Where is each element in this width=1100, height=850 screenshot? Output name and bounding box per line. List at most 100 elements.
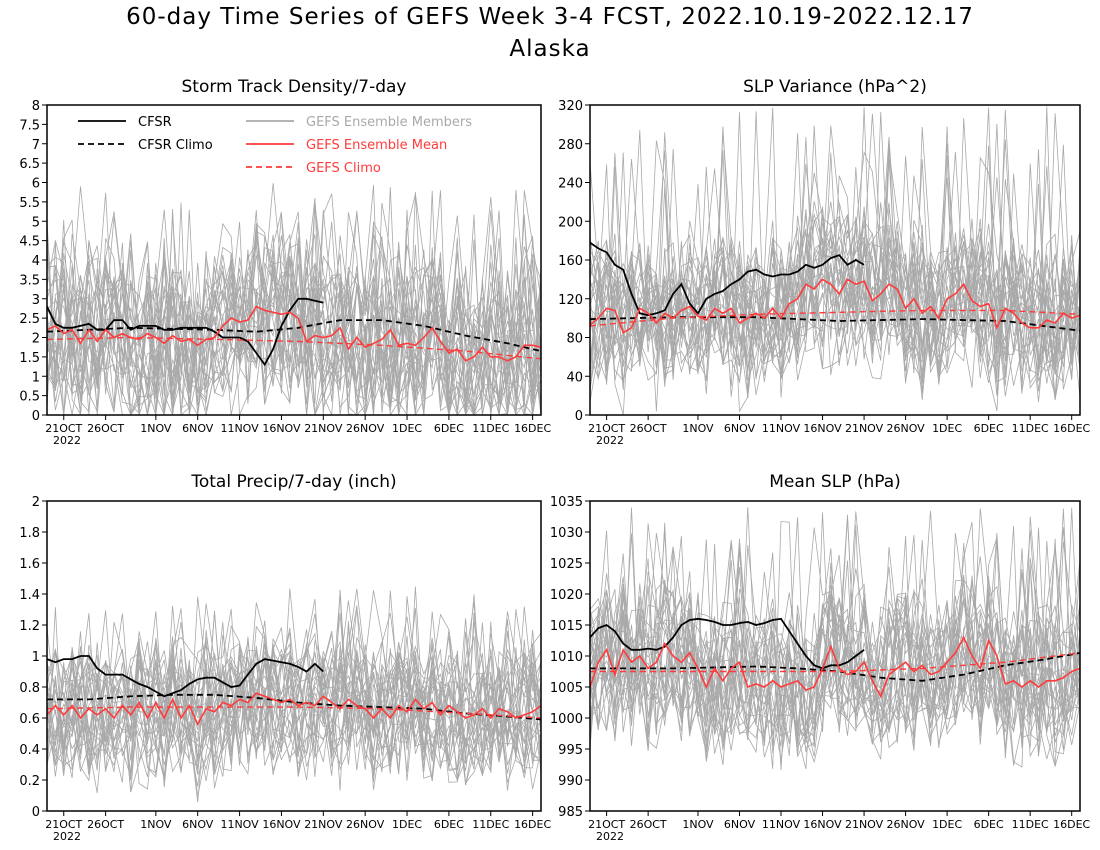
- series-gefs-climo: [46, 706, 542, 719]
- x-tick-label: 1DEC: [932, 422, 962, 435]
- x-year-label: 2022: [596, 434, 624, 447]
- panel-4: Mean SLP (hPa) 985 990 995 1000 1005 1010 1015 1…: [550, 472, 1091, 843]
- series-gefs-ensemble-mean: [589, 278, 1081, 334]
- ensemble-member-line: [590, 218, 1080, 394]
- y-tick-label: 4.5: [19, 235, 40, 250]
- y-tick-label: 1: [32, 650, 40, 665]
- x-tick-label: 21OCT: [45, 818, 82, 831]
- ensemble-member-line: [47, 210, 541, 415]
- x-tick-label: 21NOV: [304, 818, 343, 831]
- x-tick-label: 6NOV: [724, 818, 756, 831]
- ensemble-member-line: [590, 595, 1080, 739]
- x-tick-label: 16NOV: [262, 818, 301, 831]
- x-tick-label: 26OCT: [630, 422, 667, 435]
- y-tick-label: 1015: [550, 619, 583, 634]
- y-tick-label: 6.5: [19, 157, 40, 172]
- x-tick-label: 11DEC: [1012, 818, 1049, 831]
- y-tick-label: 1.5: [19, 351, 40, 366]
- ensemble-member-line: [47, 230, 541, 415]
- x-tick-label: 16NOV: [803, 818, 842, 831]
- x-year-label: 2022: [53, 830, 81, 843]
- x-tick-label: 11DEC: [472, 422, 509, 435]
- legend-members-label: GEFS Ensemble Members: [306, 115, 472, 130]
- y-tick-label: 1030: [550, 526, 583, 541]
- y-tick-label: 0.8: [19, 681, 40, 696]
- y-tick-label: 0: [32, 805, 40, 820]
- y-tick-label: 2: [32, 332, 40, 347]
- y-tick-label: 2: [32, 495, 40, 510]
- y-tick-label: 0: [575, 409, 583, 424]
- y-tick-label: 1010: [550, 650, 583, 665]
- x-tick-label: 21OCT: [588, 422, 625, 435]
- y-tick-label: 240: [558, 177, 583, 192]
- y-tick-label: 0.5: [19, 390, 40, 405]
- ensemble-member-line: [590, 186, 1080, 413]
- y-tick-label: 3: [32, 293, 40, 308]
- x-tick-label: 6DEC: [974, 818, 1004, 831]
- x-tick-label: 11DEC: [1012, 422, 1049, 435]
- y-tick-label: 2.5: [19, 312, 40, 327]
- ensemble-member-line: [590, 539, 1080, 754]
- ensemble-members: [590, 106, 1080, 415]
- y-tick-label: 1.8: [19, 526, 40, 541]
- legend: CFSR CFSR Climo GEFS Ensemble Members GEFS …: [78, 115, 472, 176]
- y-tick-label: 1: [32, 370, 40, 385]
- x-year-label: 2022: [53, 434, 81, 447]
- y-tick-label: 8: [32, 99, 40, 114]
- y-tick-label: 0.4: [19, 743, 40, 758]
- x-tick-label: 11NOV: [220, 818, 259, 831]
- ensemble-member-line: [47, 202, 541, 406]
- x-tick-label: 6NOV: [182, 818, 214, 831]
- x-tick-label: 1NOV: [140, 818, 172, 831]
- ensemble-members: [590, 507, 1080, 771]
- ensemble-member-line: [590, 568, 1080, 751]
- x-tick-label: 1NOV: [140, 422, 172, 435]
- x-tick-label: 11DEC: [472, 818, 509, 831]
- series-cfsr-climo: [47, 693, 542, 721]
- panel-title: Storm Track Density/7-day: [182, 77, 407, 97]
- y-tick-label: 6: [32, 177, 40, 192]
- y-tick-label: 4: [32, 254, 40, 269]
- ensemble-member-line: [47, 204, 541, 415]
- x-tick-label: 1NOV: [682, 818, 714, 831]
- x-tick-label: 26NOV: [346, 422, 385, 435]
- series-cfsr: [589, 617, 865, 670]
- y-tick-label: 1.6: [19, 557, 40, 572]
- figure-title: 60-day Time Series of GEFS Week 3-4 FCST…: [126, 4, 974, 30]
- x-tick-label: 21OCT: [45, 422, 82, 435]
- ensemble-member-line: [590, 507, 1080, 740]
- x-tick-label: 11NOV: [762, 818, 801, 831]
- ensemble-member-line: [590, 543, 1080, 755]
- x-tick-label: 26NOV: [886, 818, 925, 831]
- legend-cfsr-label: CFSR: [138, 115, 172, 130]
- series-gefs-climo: [46, 336, 542, 360]
- y-tick-label: 7.5: [19, 118, 40, 133]
- y-tick-label: 7: [32, 138, 40, 153]
- ensemble-member-line: [590, 508, 1080, 759]
- legend-gefs-mean-label: GEFS Ensemble Mean: [306, 138, 447, 153]
- x-tick-label: 21NOV: [845, 818, 884, 831]
- ensemble-member-line: [590, 523, 1080, 748]
- series-cfsr: [589, 241, 865, 317]
- ensemble-member-line: [47, 183, 541, 415]
- series-gefs-ensemble-mean: [589, 635, 1081, 699]
- ensemble-member-line: [47, 200, 541, 415]
- y-tick-label: 160: [558, 254, 583, 269]
- x-tick-label: 1DEC: [392, 422, 422, 435]
- ensemble-member-line: [590, 527, 1080, 767]
- x-tick-label: 6DEC: [974, 422, 1004, 435]
- y-tick-label: 0.2: [19, 774, 40, 789]
- legend-gefs-climo-label: GEFS Climo: [306, 161, 381, 176]
- x-tick-label: 16DEC: [1053, 422, 1090, 435]
- y-tick-label: 320: [558, 99, 583, 114]
- x-tick-label: 16DEC: [514, 818, 551, 831]
- panel-2: SLP Variance (hPa^2) 0 40 80 120 160 200 240 280…: [558, 77, 1090, 447]
- ensemble-member-line: [47, 209, 541, 415]
- y-tick-label: 5.5: [19, 196, 40, 211]
- x-tick-label: 6NOV: [182, 422, 214, 435]
- y-tick-label: 990: [558, 774, 583, 789]
- x-tick-label: 1DEC: [932, 818, 962, 831]
- series-cfsr: [46, 655, 324, 698]
